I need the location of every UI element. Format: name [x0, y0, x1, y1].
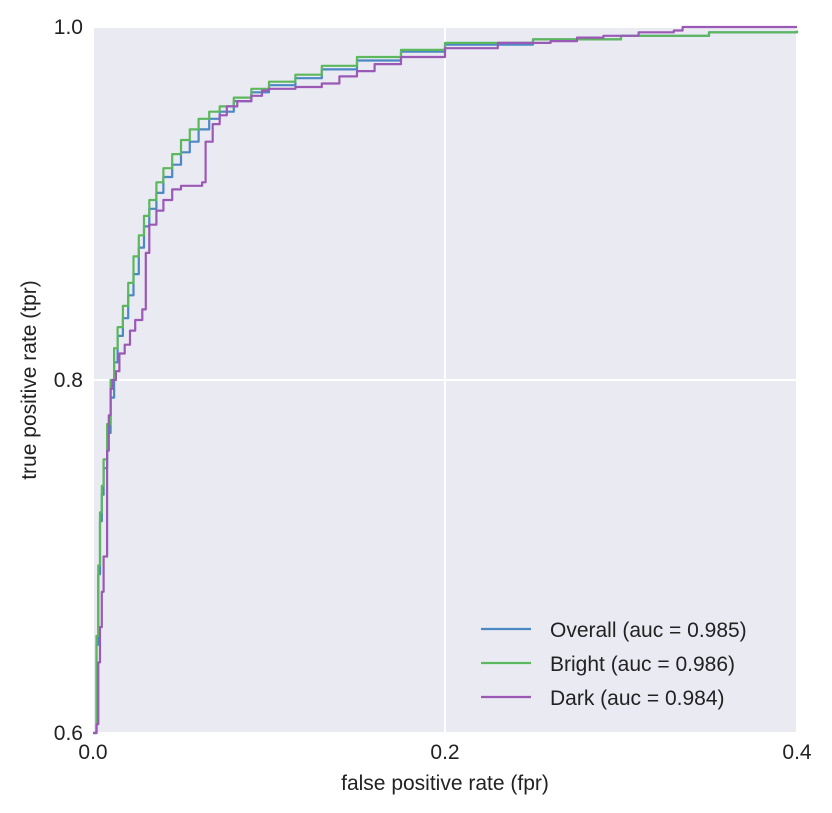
x-axis-title: false positive rate (fpr) — [341, 772, 549, 795]
series-lines — [93, 25, 799, 735]
y-tick-label: 0.8 — [54, 369, 83, 392]
series-line-3 — [93, 25, 797, 735]
x-tick-label: 0.4 — [782, 741, 812, 764]
legend-label: Dark (auc = 0.984) — [550, 687, 725, 710]
y-axis-title: true positive rate (tpr) — [18, 280, 41, 480]
x-tick-label: 0.0 — [78, 741, 107, 764]
grid-lines — [92, 26, 798, 734]
y-tick-label: 1.0 — [54, 16, 83, 39]
series-line-2 — [93, 30, 799, 735]
tick-labels: 0.0 0.2 0.4 0.6 0.8 1.0 — [54, 16, 812, 764]
y-tick-label: 0.6 — [54, 722, 83, 745]
legend-label: Overall (auc = 0.985) — [550, 619, 747, 642]
legend: Overall (auc = 0.985) Bright (auc = 0.986… — [481, 619, 747, 710]
legend-label: Bright (auc = 0.986) — [550, 653, 735, 676]
x-tick-label: 0.2 — [430, 741, 459, 764]
